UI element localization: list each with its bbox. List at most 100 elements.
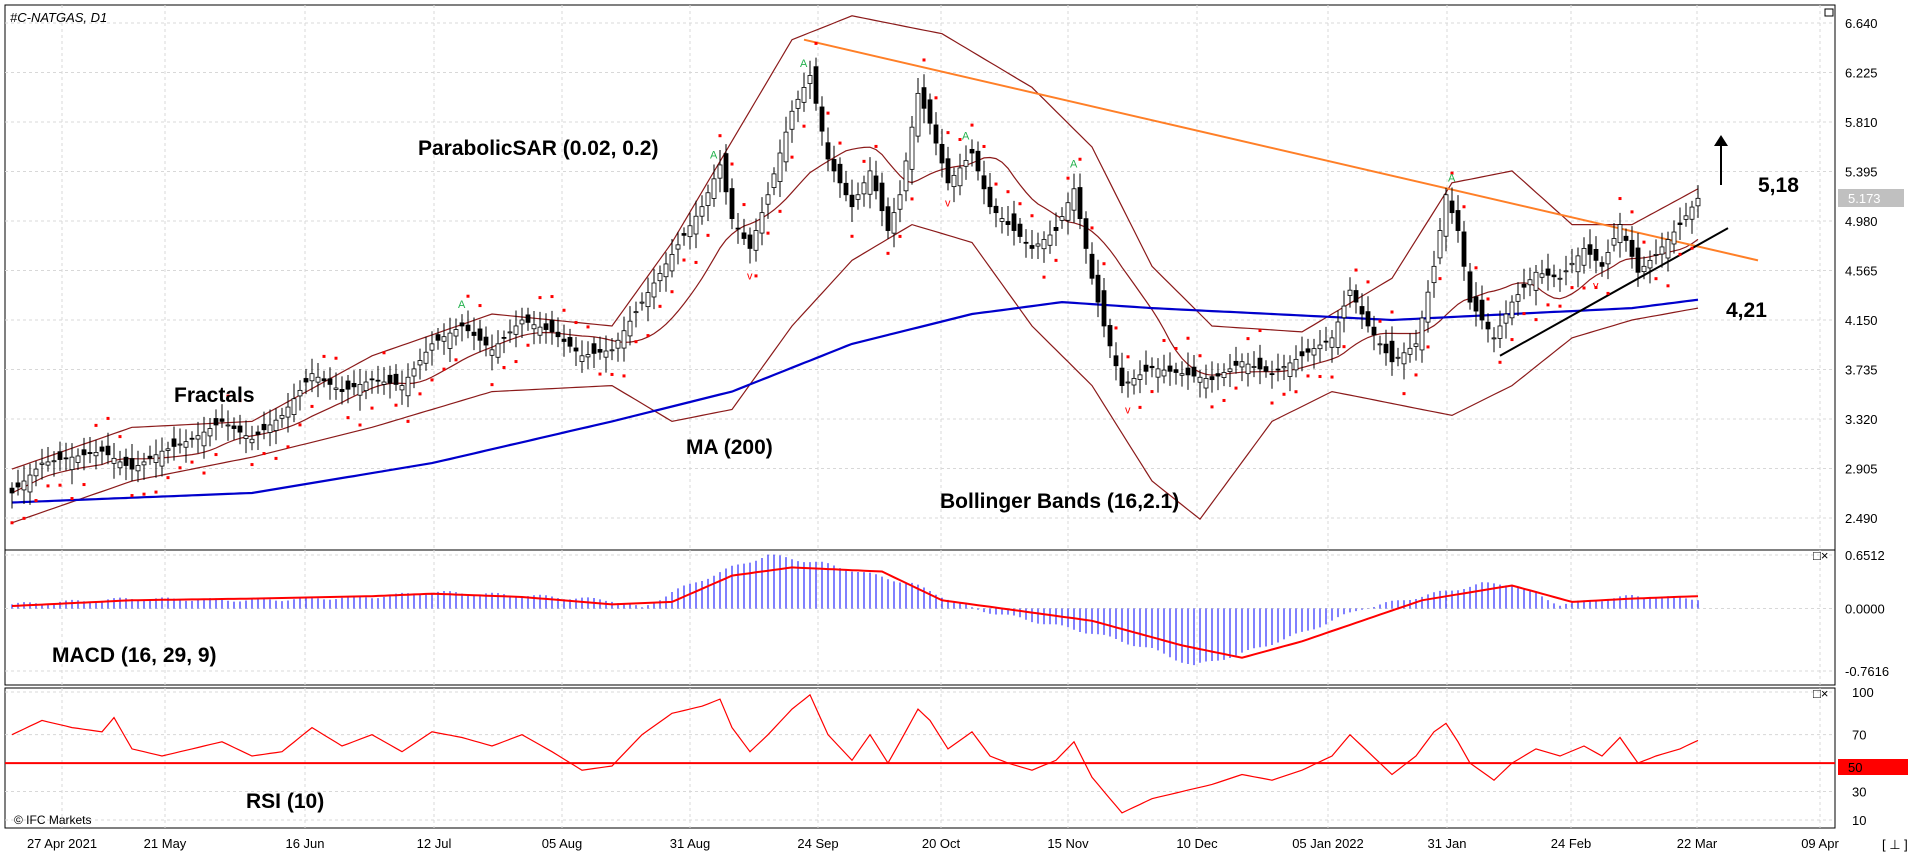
candle-body <box>1581 248 1587 266</box>
sar-dot <box>514 360 518 364</box>
candle-body <box>1005 221 1011 225</box>
sar-dot <box>1006 190 1010 194</box>
label-ma200: MA (200) <box>686 436 773 459</box>
sar-dot <box>118 435 122 439</box>
sar-dot <box>1426 345 1430 349</box>
candle-body <box>1149 365 1155 369</box>
bollinger-middle-line <box>11 146 1699 494</box>
candle-body <box>669 253 675 272</box>
x-tick-label: 27 Apr 2021 <box>27 836 97 851</box>
candle-body <box>129 458 135 470</box>
candle-body <box>987 186 993 208</box>
candle-body <box>1683 215 1689 220</box>
candle-body <box>1557 277 1563 280</box>
candle-body <box>393 373 399 385</box>
sar-dot <box>466 294 470 298</box>
candle-body <box>621 330 627 349</box>
sar-dot <box>1534 318 1538 322</box>
sar-dot <box>898 234 902 238</box>
sar-dot <box>1486 297 1490 301</box>
sar-dot <box>250 463 254 467</box>
candle-body <box>99 446 105 452</box>
candle-body <box>1143 364 1149 372</box>
sar-dot <box>418 392 422 396</box>
rsi-level-value: 50 <box>1848 760 1862 775</box>
candle-body <box>1101 290 1107 327</box>
candle-body <box>1605 252 1611 265</box>
sar-dot <box>718 134 722 138</box>
candle-body <box>1437 230 1443 259</box>
sar-dot <box>58 483 62 487</box>
sar-dot <box>1186 336 1190 340</box>
label-bollinger: Bollinger Bands (16,2.1) <box>940 490 1179 513</box>
candle-body <box>711 178 717 199</box>
candle-body <box>21 480 27 491</box>
candle-body <box>1329 337 1335 348</box>
price-tick-label: 6.640 <box>1845 16 1878 31</box>
sar-dot <box>1558 304 1562 308</box>
candle-body <box>33 468 39 477</box>
candle-body <box>159 450 165 467</box>
sar-dot <box>742 203 746 207</box>
candle-body <box>1029 245 1035 249</box>
sar-dot <box>442 367 446 371</box>
sar-dot <box>994 182 998 186</box>
sar-dot <box>1642 240 1646 244</box>
corner-control[interactable]: [ ⊥ ] <box>1882 837 1908 852</box>
sar-dot <box>1246 337 1250 341</box>
candle-body <box>543 323 549 330</box>
candle-body <box>447 332 453 349</box>
macd-panel-controls-icon[interactable]: □× <box>1813 548 1828 563</box>
candle-body <box>1119 367 1125 387</box>
sar-dot <box>1222 398 1226 402</box>
candle-body <box>837 163 843 184</box>
candle-body <box>459 322 465 327</box>
candle-body <box>1551 274 1557 278</box>
sar-dot <box>226 394 230 398</box>
label-parabolic-sar: ParabolicSAR (0.02, 0.2) <box>418 137 658 160</box>
candle-body <box>747 234 753 249</box>
sar-dot <box>1066 176 1070 180</box>
candle-body <box>897 194 903 210</box>
candle-body <box>1305 348 1311 353</box>
fractal-up-icon: A <box>1448 172 1456 184</box>
rsi-panel-controls-icon[interactable]: □× <box>1813 686 1828 701</box>
candle-body <box>1347 289 1353 296</box>
sar-dot <box>94 423 98 427</box>
candle-body <box>867 170 873 195</box>
x-tick-label: 12 Jul <box>417 836 452 851</box>
candle-body <box>213 418 219 426</box>
sar-dot <box>802 124 806 128</box>
candle-body <box>639 301 645 304</box>
candle-body <box>579 355 585 362</box>
candle-body <box>525 314 531 323</box>
sar-dot <box>1090 226 1094 230</box>
parabolic-sar <box>10 41 1694 525</box>
price-tick-label: 4.980 <box>1845 214 1878 229</box>
candle-body <box>291 398 297 416</box>
candle-body <box>267 424 273 433</box>
candle-body <box>255 431 261 435</box>
candle-body <box>273 419 279 431</box>
candle-body <box>1167 365 1173 372</box>
candle-body <box>1209 376 1215 381</box>
sar-dot <box>790 155 794 159</box>
candle-body <box>891 212 897 234</box>
candle-body <box>135 465 141 472</box>
sar-dot <box>274 456 278 460</box>
candle-body <box>1431 265 1437 284</box>
candle-body <box>375 379 381 382</box>
sar-dot <box>826 111 830 115</box>
rsi-tick-label: 30 <box>1852 785 1866 800</box>
fractal-down-icon: v <box>945 197 951 209</box>
maximize-icon[interactable] <box>1824 8 1834 17</box>
candle-body <box>1161 369 1167 377</box>
candle-body <box>417 360 423 366</box>
sar-dot <box>286 445 290 449</box>
candle-body <box>1335 321 1341 348</box>
candle-body <box>849 194 855 208</box>
candle-body <box>105 445 111 456</box>
sar-dot <box>934 96 938 100</box>
candle-body <box>615 339 621 349</box>
candle-body <box>351 382 357 388</box>
